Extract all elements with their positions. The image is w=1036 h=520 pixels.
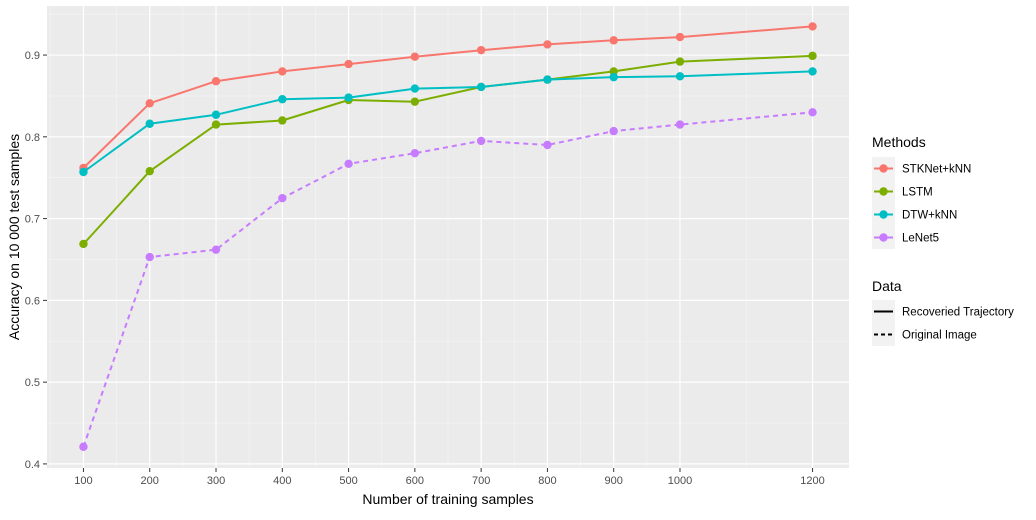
data-point-lstm	[145, 166, 154, 176]
data-point-stknet-knn	[675, 32, 685, 42]
data-point-stknet-knn	[410, 52, 420, 61]
x-axis-title: Number of training samples	[362, 491, 533, 507]
legend-label-lstm: LSTM	[902, 187, 933, 199]
x-axis: 100 200 300 400 500 600 700 800 900 1000 1200	[74, 468, 825, 487]
y-axis: 0.4 0.5 0.6 0.7 0.8 0.9	[25, 50, 47, 471]
grid-minor	[47, 6, 849, 468]
data-point-stknet-knn	[344, 59, 353, 69]
data-point-stknet-knn	[543, 40, 552, 49]
data-point-lstm	[675, 57, 685, 66]
x-tick-label: 400	[273, 475, 291, 487]
legend-label-dtw-knn: DTW+kNN	[902, 210, 957, 222]
data-point-stknet-knn	[145, 99, 154, 108]
data-point-dtw-knn	[675, 72, 685, 81]
data-point-lenet5	[609, 126, 618, 136]
data-point-stknet-knn	[476, 45, 486, 55]
legend-data: Recoveried Trajectory Original Image	[872, 300, 1014, 346]
x-tick-label: 1000	[668, 475, 692, 487]
y-tick-label: 0.8	[25, 132, 40, 144]
x-tick-label: 700	[472, 475, 490, 487]
legend-key-point-dtw-knn	[879, 210, 888, 219]
data-point-lenet5	[145, 252, 154, 262]
data-point-stknet-knn	[808, 22, 817, 31]
legend-label-lenet5: LeNet5	[902, 233, 939, 245]
data-point-dtw-knn	[808, 67, 817, 76]
legend-methods-title: Methods	[872, 134, 926, 150]
x-tick-label: 1200	[800, 475, 824, 487]
legend-methods: STKNet+kNN LSTM DTW+kNN LeNet5	[872, 157, 971, 249]
x-tick-label: 200	[141, 475, 159, 487]
data-point-lenet5	[278, 193, 287, 203]
y-tick-label: 0.6	[25, 295, 40, 307]
data-point-lstm	[410, 97, 420, 106]
legend: Methods STKNet+kNN LSTM DTW+kNN LeNet5 Data…	[872, 134, 1014, 346]
legend-key-point-lenet5	[879, 233, 888, 242]
data-point-stknet-knn	[278, 67, 287, 76]
x-tick-label: 600	[406, 475, 424, 487]
data-point-stknet-knn	[211, 77, 221, 86]
y-tick-label: 0.5	[25, 377, 40, 389]
data-point-lenet5	[410, 148, 420, 158]
x-tick-label: 800	[538, 475, 556, 487]
series-line-lenet5	[82, 111, 813, 448]
legend-label-recoveried-trajectory: Recoveried Trajectory	[902, 307, 1014, 319]
x-tick-label: 100	[74, 475, 92, 487]
data-point-lenet5	[543, 140, 552, 150]
data-point-dtw-knn	[344, 93, 353, 102]
series-layer	[79, 22, 817, 451]
data-point-lenet5	[344, 159, 353, 169]
x-tick-label: 500	[339, 475, 357, 487]
data-point-dtw-knn	[211, 110, 221, 119]
data-point-dtw-knn	[543, 75, 552, 84]
data-point-dtw-knn	[145, 119, 154, 128]
data-point-lenet5	[675, 120, 685, 129]
y-tick-label: 0.9	[25, 50, 40, 62]
data-point-dtw-knn	[278, 95, 287, 104]
data-point-stknet-knn	[609, 36, 618, 45]
data-point-lstm	[211, 120, 221, 129]
y-tick-label: 0.4	[25, 459, 40, 471]
y-axis-title: Accuracy on 10 000 test samples	[6, 134, 22, 340]
data-point-lenet5	[79, 442, 88, 451]
data-point-lstm	[278, 116, 287, 125]
x-tick-label: 300	[207, 475, 225, 487]
legend-key-point-stknet-knn	[879, 164, 888, 173]
data-point-lstm	[808, 51, 817, 61]
data-point-lstm	[79, 239, 88, 249]
legend-data-title: Data	[872, 278, 902, 294]
data-point-lenet5	[476, 136, 486, 146]
legend-label-original-image: Original Image	[902, 330, 977, 342]
data-point-dtw-knn	[609, 72, 618, 82]
data-point-dtw-knn	[410, 84, 420, 93]
legend-key-point-lstm	[879, 187, 888, 196]
data-point-dtw-knn	[79, 167, 88, 177]
legend-label-stknet-knn: STKNet+kNN	[902, 164, 971, 176]
data-point-lenet5	[808, 108, 817, 117]
data-point-dtw-knn	[476, 82, 486, 92]
y-tick-label: 0.7	[25, 214, 40, 226]
x-tick-label: 900	[605, 475, 623, 487]
data-point-lenet5	[211, 245, 221, 254]
